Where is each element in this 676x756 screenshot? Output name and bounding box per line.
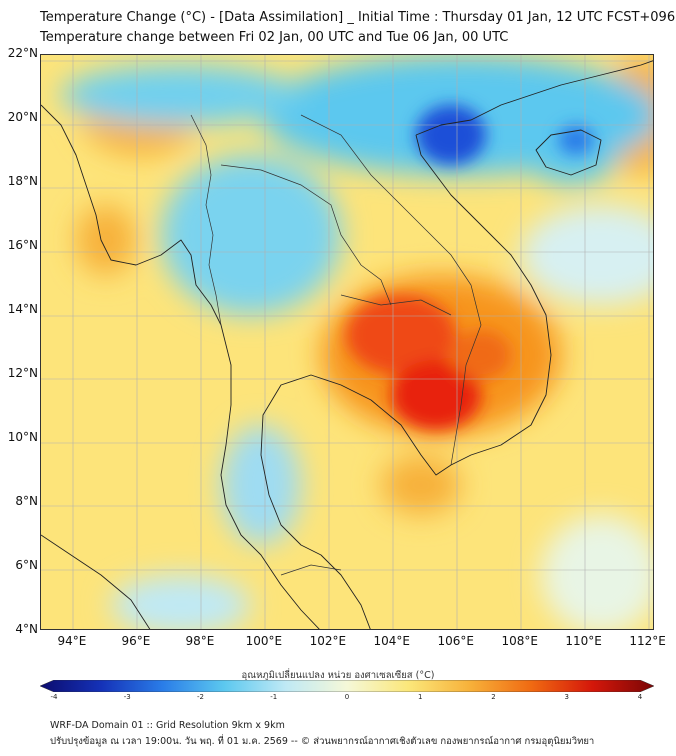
lon-label: 96°E <box>121 634 151 648</box>
colorbar-gradient <box>40 680 654 692</box>
lat-label: 14°N <box>7 302 38 316</box>
cool-area-peninsula <box>221 425 301 545</box>
lon-label: 106°E <box>437 634 474 648</box>
colorbar <box>40 680 654 692</box>
map-title: Temperature Change (°C) - [Data Assimila… <box>40 10 676 25</box>
cool-area-south <box>111 575 251 629</box>
colorbar-tick-label: 3 <box>564 693 569 701</box>
lat-label: 18°N <box>7 174 38 188</box>
hot-core-3 <box>451 330 511 380</box>
lon-label: 110°E <box>565 634 602 648</box>
colorbar-tick-label: 2 <box>491 693 496 701</box>
temperature-map <box>40 54 654 630</box>
coast-hainan <box>535 129 602 176</box>
lat-label: 22°N <box>7 46 38 60</box>
colorbar-tick-label: 4 <box>637 693 643 701</box>
lon-label: 108°E <box>501 634 538 648</box>
border-thai-cambodia <box>340 294 452 316</box>
border-thai-myanmar <box>190 114 222 326</box>
warm-area-myanmar-west <box>76 205 136 275</box>
coast-sumatra <box>41 534 151 629</box>
coast-peninsula-west <box>220 324 320 629</box>
colorbar-tick-label: 1 <box>418 693 423 701</box>
colorbar-tick-label: -2 <box>197 693 204 701</box>
lat-label: 20°N <box>7 110 38 124</box>
colorbar-tick-label: -3 <box>123 693 131 701</box>
coast-gulf-thailand <box>260 374 452 629</box>
lat-label: 12°N <box>7 366 38 380</box>
cool-area-north-thailand <box>161 155 341 315</box>
lon-label: 94°E <box>57 634 87 648</box>
hot-core-1 <box>346 295 456 375</box>
lon-label: 104°E <box>373 634 411 648</box>
lon-label: 98°E <box>185 634 215 648</box>
lat-label: 10°N <box>7 430 38 444</box>
border-laos-vietnam <box>300 114 472 286</box>
colorbar-tick-label: 0 <box>344 693 350 701</box>
border-cambodia-vietnam <box>450 284 482 466</box>
footer-line-2: ปรับปรุงข้อมูล ณ เวลา 19:00น. วัน พฤ. ที… <box>50 736 595 747</box>
lon-label: 102°E <box>309 634 347 648</box>
temperature-field <box>61 55 653 629</box>
coast-south-china <box>415 60 653 136</box>
colorbar-title: อุณหภูมิเปลี่ยนแปลง หน่วย องศาเซลเซียส (… <box>241 670 435 681</box>
map-subtitle: Temperature change between Fri 02 Jan, 0… <box>40 30 509 45</box>
cool-area-southeast <box>541 515 653 629</box>
lon-label: 100°E <box>245 634 283 648</box>
coast-myanmar-west <box>41 104 222 326</box>
lat-label: 6°N <box>15 558 38 572</box>
lat-label: 16°N <box>7 238 38 252</box>
footer-line-1: WRF-DA Domain 01 :: Grid Resolution 9km … <box>50 720 285 731</box>
borders <box>190 114 482 576</box>
graticule <box>41 55 653 629</box>
colorbar-tick-label: -1 <box>270 693 278 701</box>
cool-area-east-sea <box>521 205 653 305</box>
warm-area-gulf <box>381 455 461 515</box>
coastlines <box>41 60 653 629</box>
cold-core-hainan <box>558 125 594 155</box>
lon-label: 112°E <box>629 634 666 648</box>
colorbar-tick-label: -4 <box>50 693 58 701</box>
coast-vietnam-south <box>415 134 552 466</box>
cold-core-tonkin <box>416 105 486 165</box>
lat-label: 4°N <box>15 622 38 636</box>
hot-core-2 <box>391 360 481 430</box>
cool-area-west-north <box>61 65 301 125</box>
lat-label: 8°N <box>15 494 38 508</box>
border-thai-malaysia <box>280 564 342 576</box>
border-thai-laos <box>220 164 392 306</box>
